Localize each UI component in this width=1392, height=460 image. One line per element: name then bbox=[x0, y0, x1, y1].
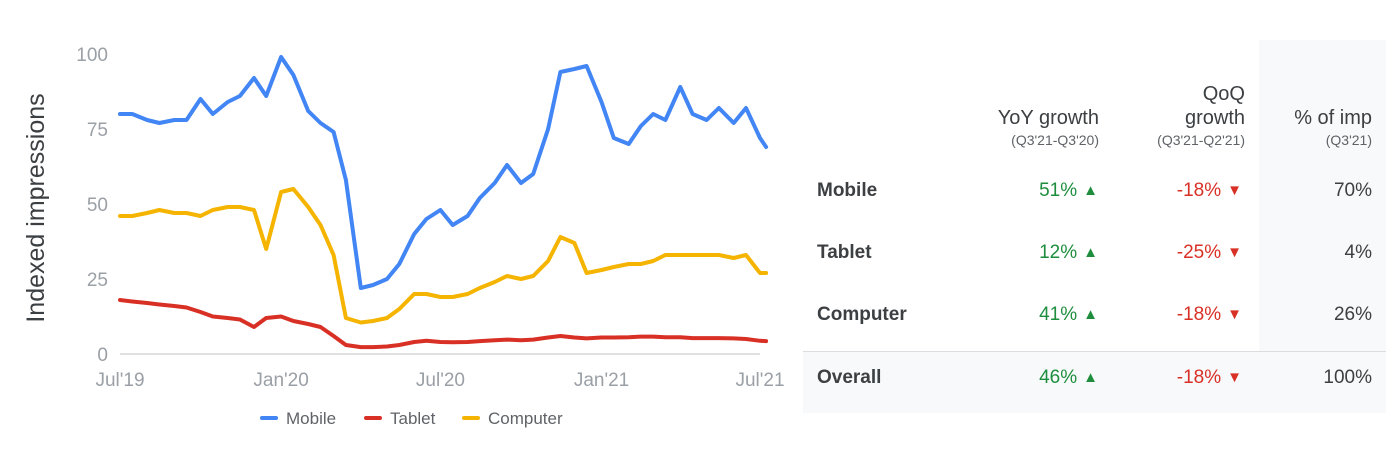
series-line-tablet bbox=[118, 298, 769, 350]
cell-yoy-overall: 46% ▲ bbox=[953, 367, 1098, 389]
growth-table: YoY growth (Q3'21-Q3'20) QoQ growth (Q3'… bbox=[803, 40, 1386, 413]
row-label-computer: Computer bbox=[817, 304, 907, 325]
x-tick-label: Jan'20 bbox=[253, 370, 308, 391]
header-yoy-sub: (Q3'21-Q3'20) bbox=[1011, 132, 1099, 148]
series-line-computer bbox=[118, 187, 769, 325]
legend-label-mobile: Mobile bbox=[286, 409, 336, 428]
up-arrow-icon: ▲ bbox=[1083, 244, 1098, 261]
legend-label-computer: Computer bbox=[488, 409, 563, 428]
down-arrow-icon: ▼ bbox=[1227, 182, 1242, 199]
row-label-overall: Overall bbox=[817, 367, 882, 388]
header-qoq-sub: (Q3'21-Q2'21) bbox=[1157, 132, 1245, 148]
qoq-value: -18% bbox=[1176, 367, 1222, 388]
header-qoq-title-2: growth bbox=[1184, 107, 1245, 129]
cell-yoy-computer: 41% ▲ bbox=[953, 304, 1098, 326]
cell-imp-tablet: 4% bbox=[1344, 242, 1372, 263]
cell-yoy-tablet: 12% ▲ bbox=[953, 242, 1098, 264]
x-tick-label: Jul'21 bbox=[735, 370, 784, 391]
down-arrow-icon: ▼ bbox=[1227, 244, 1242, 261]
header-imp-sub: (Q3'21) bbox=[1325, 132, 1372, 148]
y-tick-label: 0 bbox=[97, 345, 108, 366]
y-axis-label: Indexed impressions bbox=[22, 93, 50, 322]
y-tick-label: 75 bbox=[87, 120, 108, 141]
header-qoq-title-1: QoQ bbox=[1202, 83, 1245, 105]
down-arrow-icon: ▼ bbox=[1227, 369, 1242, 386]
overall-divider bbox=[803, 351, 1386, 352]
header-qoq: QoQ growth (Q3'21-Q2'21) bbox=[1103, 82, 1245, 148]
line-chart-svg: 0 25 50 75 100 Jul'19 Jan'20 Jul'20 Jan'21 Jul'21… bbox=[22, 45, 785, 428]
cell-imp-computer: 26% bbox=[1333, 304, 1372, 325]
cell-imp-mobile: 70% bbox=[1333, 180, 1372, 201]
up-arrow-icon: ▲ bbox=[1083, 306, 1098, 323]
x-tick-label: Jan'21 bbox=[574, 370, 629, 391]
x-tick-label: Jul'20 bbox=[416, 370, 465, 391]
row-label-tablet: Tablet bbox=[817, 242, 872, 263]
legend-label-tablet: Tablet bbox=[390, 409, 436, 428]
header-yoy-title: YoY growth bbox=[997, 107, 1099, 129]
cell-qoq-tablet: -25% ▼ bbox=[1103, 242, 1242, 264]
qoq-value: -18% bbox=[1176, 180, 1222, 201]
y-tick-label: 50 bbox=[87, 195, 108, 216]
qoq-value: -25% bbox=[1176, 242, 1222, 263]
cell-imp-overall: 100% bbox=[1323, 367, 1372, 388]
yoy-value: 12% bbox=[1039, 242, 1078, 263]
up-arrow-icon: ▲ bbox=[1083, 369, 1098, 386]
cell-qoq-mobile: -18% ▼ bbox=[1103, 180, 1242, 202]
cell-qoq-computer: -18% ▼ bbox=[1103, 304, 1242, 326]
qoq-value: -18% bbox=[1176, 304, 1222, 325]
header-imp-title: % of imp bbox=[1294, 107, 1372, 129]
x-tick-label: Jul'19 bbox=[95, 370, 144, 391]
cell-yoy-mobile: 51% ▲ bbox=[953, 180, 1098, 202]
up-arrow-icon: ▲ bbox=[1083, 182, 1098, 199]
y-tick-label: 25 bbox=[87, 270, 108, 291]
impressions-chart: 0 25 50 75 100 Jul'19 Jan'20 Jul'20 Jan'21 Jul'21… bbox=[22, 45, 785, 428]
cell-qoq-overall: -18% ▼ bbox=[1103, 367, 1242, 389]
imp-column-background bbox=[1259, 40, 1386, 352]
header-yoy: YoY growth (Q3'21-Q3'20) bbox=[953, 106, 1099, 148]
y-tick-label: 100 bbox=[76, 45, 108, 66]
yoy-value: 46% bbox=[1039, 367, 1078, 388]
overall-row-background bbox=[803, 352, 1386, 413]
yoy-value: 41% bbox=[1039, 304, 1078, 325]
yoy-value: 51% bbox=[1039, 180, 1078, 201]
header-imp: % of imp (Q3'21) bbox=[1263, 106, 1372, 148]
row-label-mobile: Mobile bbox=[817, 180, 878, 201]
down-arrow-icon: ▼ bbox=[1227, 306, 1242, 323]
series-line-mobile bbox=[118, 55, 769, 290]
